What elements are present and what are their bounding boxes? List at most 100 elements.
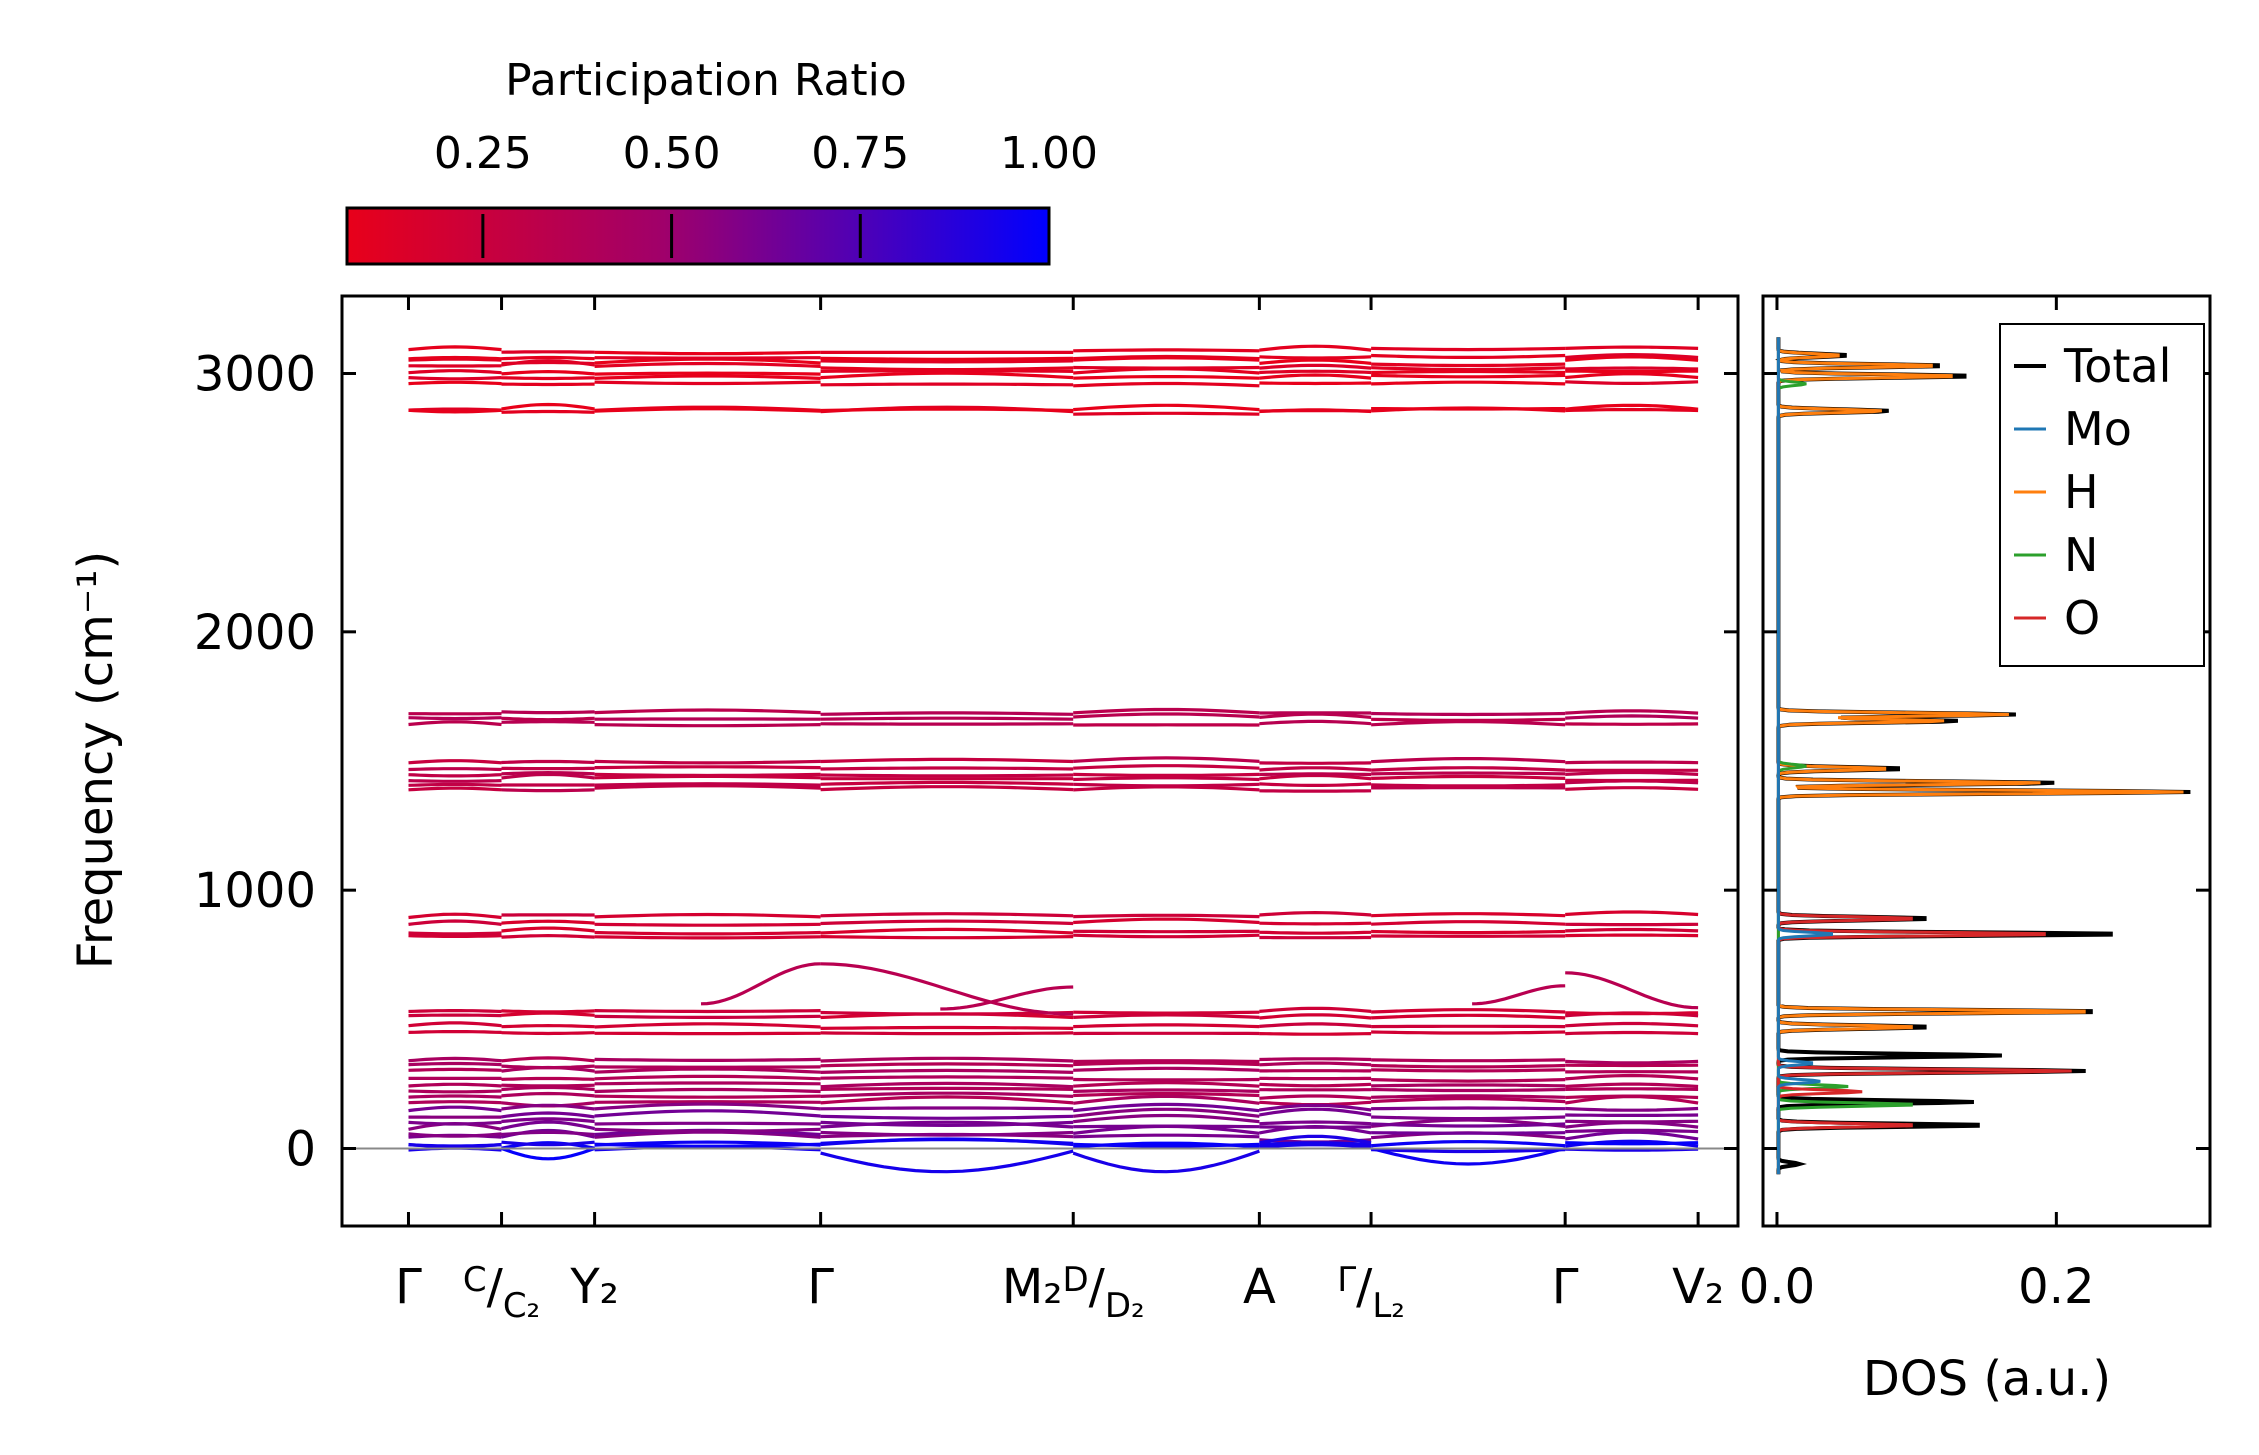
- band-line: [1371, 362, 1566, 368]
- band-line: [1371, 766, 1566, 772]
- band-line: [408, 773, 502, 778]
- band-line: [820, 927, 1074, 935]
- kpoint-label: Γ: [1552, 1259, 1579, 1315]
- band-line: [501, 720, 595, 724]
- band-line: [408, 1142, 502, 1149]
- band-line: [1259, 1082, 1372, 1088]
- band-group: [408, 1134, 1699, 1174]
- band-line: [594, 1009, 821, 1014]
- kpoint-label: C/C₂: [463, 1259, 540, 1326]
- band-line: [820, 1068, 1074, 1074]
- band-line: [1371, 711, 1566, 717]
- dos-x-tick-label: 0.0: [1739, 1259, 1815, 1315]
- band-line: [1565, 1087, 1699, 1091]
- band-lines: [408, 344, 1699, 1174]
- colorbar-tick-label: 0.50: [623, 128, 721, 179]
- svg-text:Γ: Γ: [395, 1259, 422, 1315]
- band-line: [1259, 369, 1372, 375]
- band-line: [1073, 1081, 1260, 1088]
- band-line: [1371, 774, 1566, 780]
- band-line: [501, 788, 595, 793]
- band-line: [1259, 712, 1372, 719]
- band-line: [1259, 772, 1372, 777]
- band-line: [408, 1100, 502, 1105]
- band-line: [501, 1085, 595, 1092]
- band-line: [594, 1102, 821, 1111]
- band-line: [1565, 345, 1699, 350]
- band-line: [501, 376, 595, 381]
- band-line: [408, 931, 502, 936]
- band-line: [594, 759, 821, 765]
- dos-curves: [1775, 337, 2191, 1175]
- band-line: [1259, 1103, 1372, 1112]
- kpoint-label: Y₂: [569, 1259, 619, 1315]
- band-line: [820, 366, 1074, 372]
- band-line: [501, 710, 595, 715]
- band-line: [501, 919, 595, 925]
- band-line: [1073, 1113, 1260, 1124]
- band-line: [820, 919, 1074, 926]
- band-line: [820, 1031, 1074, 1036]
- band-line: [1073, 707, 1260, 715]
- band-line: [820, 773, 1074, 778]
- band-line: [408, 369, 502, 375]
- band-structure-panel: 0 1000 2000 3000 Γ C/C₂ Y₂ Γ M₂D/D₂ A Γ/L₂ Γ V₂ Freq…: [68, 294, 1740, 1326]
- band-line: [1073, 365, 1260, 370]
- band-group: [408, 1056, 1699, 1108]
- band-line: [820, 1137, 1074, 1145]
- band-line: [1371, 373, 1566, 379]
- band-line: [1371, 1008, 1566, 1014]
- svg-text:A: A: [1243, 1259, 1276, 1315]
- band-line: [1073, 917, 1260, 925]
- band-line: [1565, 372, 1699, 380]
- y-tick-label: 2000: [194, 605, 316, 661]
- band-line: [1073, 1013, 1260, 1019]
- band-line: [1565, 1147, 1699, 1152]
- dos-plot-frame: [1761, 294, 2212, 1228]
- band-line: [501, 1064, 595, 1070]
- band-line: [1565, 1141, 1699, 1146]
- colorbar: Participation Ratio 0.25 0.50 0.75 1.00: [345, 55, 1098, 266]
- band-line: [1565, 1021, 1699, 1028]
- kpoint-label: M₂D/D₂: [1002, 1259, 1145, 1326]
- band-line: [501, 1009, 595, 1014]
- band-line: [1371, 1097, 1566, 1104]
- band-line: [1073, 1107, 1260, 1118]
- band-line: [1371, 346, 1566, 352]
- band-line: [594, 912, 821, 919]
- colorbar-tick-label: 0.75: [811, 128, 909, 179]
- band-line: [501, 369, 595, 376]
- band-line: [820, 1091, 1074, 1098]
- band-line: [1073, 375, 1260, 380]
- band-line: [501, 770, 595, 776]
- band-line: [1073, 1142, 1260, 1148]
- band-line: [594, 1057, 821, 1062]
- band-line: [820, 356, 1074, 361]
- band-line: [408, 716, 502, 721]
- band-line: [501, 1091, 595, 1098]
- band-line: [594, 784, 821, 790]
- band-line: [594, 765, 821, 770]
- band-line: [1371, 380, 1566, 386]
- band-line: [408, 720, 502, 727]
- band-line: [500, 1146, 596, 1161]
- band-line: [1073, 1023, 1260, 1029]
- band-line: [820, 1114, 1074, 1120]
- band-group: [408, 756, 1699, 793]
- colorbar-tick-label: 1.00: [1000, 128, 1098, 179]
- band-line: [1565, 1128, 1699, 1134]
- band-line: [594, 1087, 821, 1094]
- svg-text:Γ: Γ: [1552, 1259, 1579, 1315]
- band-axes: 0 1000 2000 3000 Γ C/C₂ Y₂ Γ M₂D/D₂ A Γ/L₂ Γ V₂: [194, 296, 1738, 1326]
- band-line: [820, 1106, 1074, 1111]
- band-line: [1259, 409, 1372, 413]
- band-line: [1073, 1092, 1260, 1098]
- band-line: [1371, 1030, 1566, 1035]
- dos-x-tick-label: 0.2: [2018, 1259, 2094, 1315]
- band-line: [1371, 720, 1566, 727]
- band-line: [1565, 1059, 1699, 1065]
- band-line: [1565, 355, 1699, 362]
- band-line: [1072, 1149, 1260, 1174]
- band-line: [1073, 1133, 1260, 1139]
